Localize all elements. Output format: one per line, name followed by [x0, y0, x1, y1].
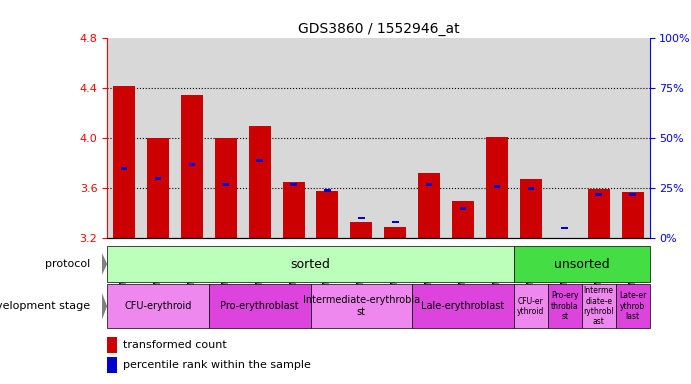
Bar [418, 173, 440, 238]
Bar [527, 187, 534, 190]
Text: unsorted: unsorted [554, 258, 609, 270]
Text: Late-er
ythrob
last: Late-er ythrob last [619, 291, 646, 321]
Bar [209, 284, 310, 328]
Bar [514, 284, 548, 328]
Bar [324, 189, 331, 192]
Bar [155, 177, 161, 180]
Bar [290, 183, 297, 185]
Title: GDS3860 / 1552946_at: GDS3860 / 1552946_at [298, 22, 459, 36]
Bar [493, 185, 500, 187]
Bar [392, 221, 399, 223]
Bar [181, 94, 203, 238]
Bar [622, 192, 643, 238]
Polygon shape [102, 293, 107, 319]
Text: sorted: sorted [291, 258, 330, 270]
Bar [189, 163, 195, 166]
Bar [310, 284, 413, 328]
Text: Interme
diate-e
rythrobl
ast: Interme diate-e rythrobl ast [583, 286, 614, 326]
Bar [113, 86, 135, 238]
Bar [596, 193, 602, 195]
Bar [520, 179, 542, 238]
Text: percentile rank within the sample: percentile rank within the sample [124, 360, 311, 370]
Bar [562, 227, 568, 230]
Bar [147, 138, 169, 238]
Text: Pro-erythroblast: Pro-erythroblast [220, 301, 299, 311]
Bar [587, 189, 609, 238]
Text: development stage: development stage [0, 301, 90, 311]
Bar [582, 284, 616, 328]
Bar [249, 126, 271, 238]
Bar [630, 193, 636, 195]
Text: transformed count: transformed count [124, 340, 227, 350]
Bar [486, 137, 508, 238]
Bar [514, 246, 650, 282]
Bar [413, 284, 514, 328]
Bar [358, 217, 365, 220]
Bar [460, 207, 466, 210]
Text: protocol: protocol [45, 259, 90, 269]
Bar [452, 200, 474, 238]
Bar [215, 138, 237, 238]
Bar [107, 284, 209, 328]
Bar [426, 183, 433, 185]
Text: CFU-erythroid: CFU-erythroid [124, 301, 191, 311]
Bar [107, 357, 117, 373]
Text: Pro-ery
throbla
st: Pro-ery throbla st [551, 291, 578, 321]
Bar [616, 284, 650, 328]
Bar [350, 222, 372, 238]
Bar [316, 190, 339, 238]
Bar [107, 246, 514, 282]
Text: Lale-erythroblast: Lale-erythroblast [422, 301, 504, 311]
Polygon shape [102, 253, 107, 275]
Text: CFU-er
ythroid: CFU-er ythroid [517, 296, 545, 316]
Bar [283, 182, 305, 238]
Bar [256, 159, 263, 162]
Text: Intermediate-erythrobla
st: Intermediate-erythrobla st [303, 295, 420, 317]
Bar [107, 337, 117, 353]
Bar [121, 167, 127, 170]
Bar [384, 227, 406, 238]
Bar [223, 183, 229, 185]
Bar [548, 284, 582, 328]
